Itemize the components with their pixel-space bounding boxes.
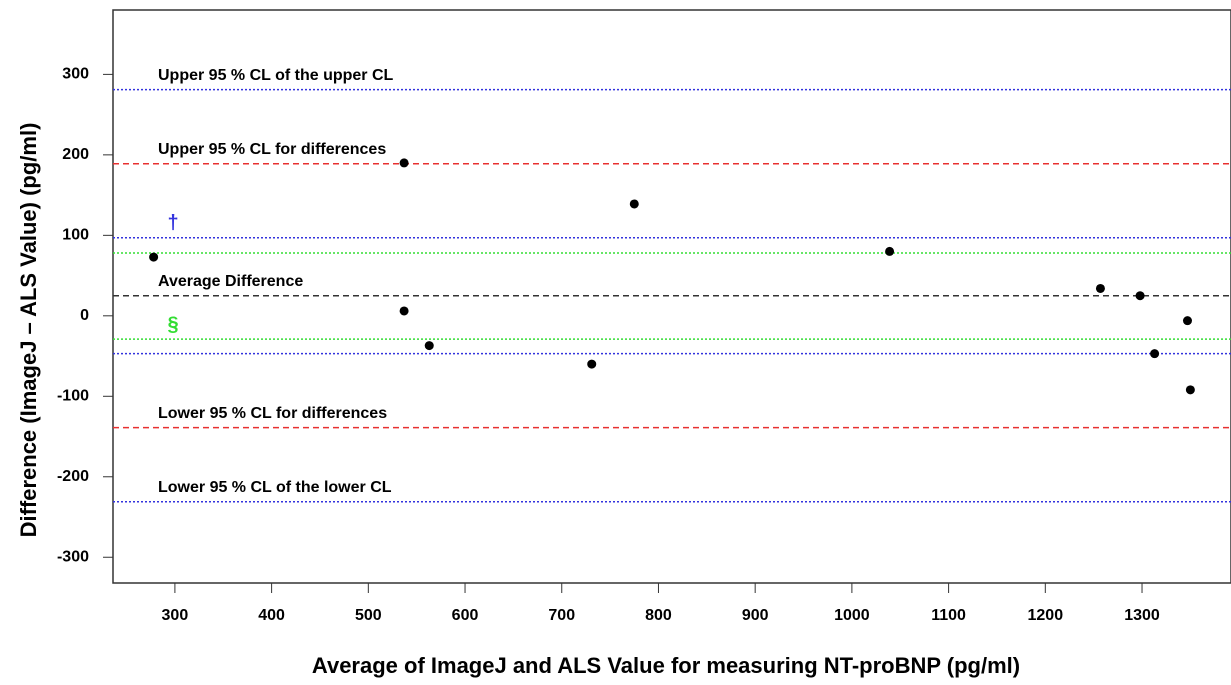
x-tick-label: 1300 — [1124, 607, 1160, 624]
reference-label: Lower 95 % CL for differences — [158, 405, 387, 422]
data-point — [424, 341, 434, 351]
y-tick-label: 100 — [62, 227, 89, 244]
data-point — [885, 246, 895, 256]
y-tick-label: 300 — [62, 66, 89, 83]
reference-label: † — [167, 212, 178, 234]
plot-frame — [112, 9, 1231, 584]
data-point — [399, 158, 409, 168]
data-point — [1150, 349, 1160, 359]
x-tick-label: 1100 — [931, 607, 966, 624]
x-tick-label: 800 — [645, 607, 672, 624]
data-point — [1135, 291, 1145, 301]
x-tick-label: 700 — [548, 607, 575, 624]
data-point — [149, 252, 159, 262]
data-point — [629, 199, 639, 209]
x-tick-label: 900 — [742, 607, 769, 624]
x-tick-label: 1200 — [1028, 607, 1064, 624]
x-tick-label: 600 — [452, 607, 479, 624]
x-tick-label: 500 — [355, 607, 382, 624]
x-axis-label: Average of ImageJ and ALS Value for meas… — [312, 653, 1020, 678]
x-tick-label: 300 — [162, 607, 189, 624]
reference-label: Upper 95 % CL of the upper CL — [158, 67, 394, 84]
x-tick-label: 1000 — [834, 607, 870, 624]
data-point — [1182, 316, 1192, 326]
reference-label: Lower 95 % CL of the lower CL — [158, 479, 392, 496]
data-point — [1185, 385, 1195, 395]
y-tick-label: 0 — [80, 307, 89, 324]
y-tick-label: 200 — [62, 146, 89, 163]
x-tick-label: 400 — [258, 607, 285, 624]
reference-label: Upper 95 % CL for differences — [158, 141, 386, 158]
y-axis-label: Difference (ImageJ – ALS Value) (pg/ml) — [16, 123, 41, 538]
data-point — [399, 306, 409, 316]
reference-label: § — [167, 313, 178, 335]
data-point — [587, 359, 597, 369]
y-tick-label: -100 — [57, 388, 89, 405]
data-point — [1095, 283, 1105, 293]
reference-label: Average Difference — [158, 273, 303, 290]
y-tick-label: -300 — [57, 548, 89, 565]
y-tick-label: -200 — [57, 468, 89, 485]
